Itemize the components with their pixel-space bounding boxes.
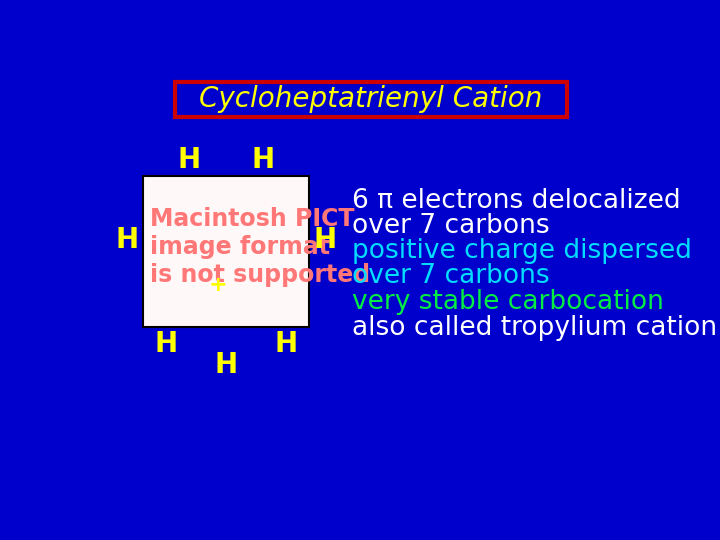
Text: H: H <box>178 145 201 173</box>
Text: Cycloheptatrienyl Cation: Cycloheptatrienyl Cation <box>199 85 543 113</box>
Text: H: H <box>274 330 297 359</box>
Text: also called tropylium cation: also called tropylium cation <box>352 315 717 341</box>
Text: H: H <box>116 226 139 253</box>
Text: over 7 carbons: over 7 carbons <box>352 213 549 239</box>
Text: positive charge dispersed: positive charge dispersed <box>352 238 692 264</box>
Text: 6 π electrons delocalized: 6 π electrons delocalized <box>352 188 680 214</box>
Text: H: H <box>155 330 178 359</box>
Bar <box>143 177 310 327</box>
Bar <box>175 82 567 117</box>
Text: very stable carbocation: very stable carbocation <box>352 289 664 315</box>
Text: Macintosh PICT
image format
is not supported: Macintosh PICT image format is not suppo… <box>150 207 371 287</box>
Text: H: H <box>313 226 336 253</box>
Text: H: H <box>215 351 238 379</box>
Text: over 7 carbons: over 7 carbons <box>352 264 549 289</box>
Text: H: H <box>251 145 274 173</box>
Text: +: + <box>208 274 227 294</box>
